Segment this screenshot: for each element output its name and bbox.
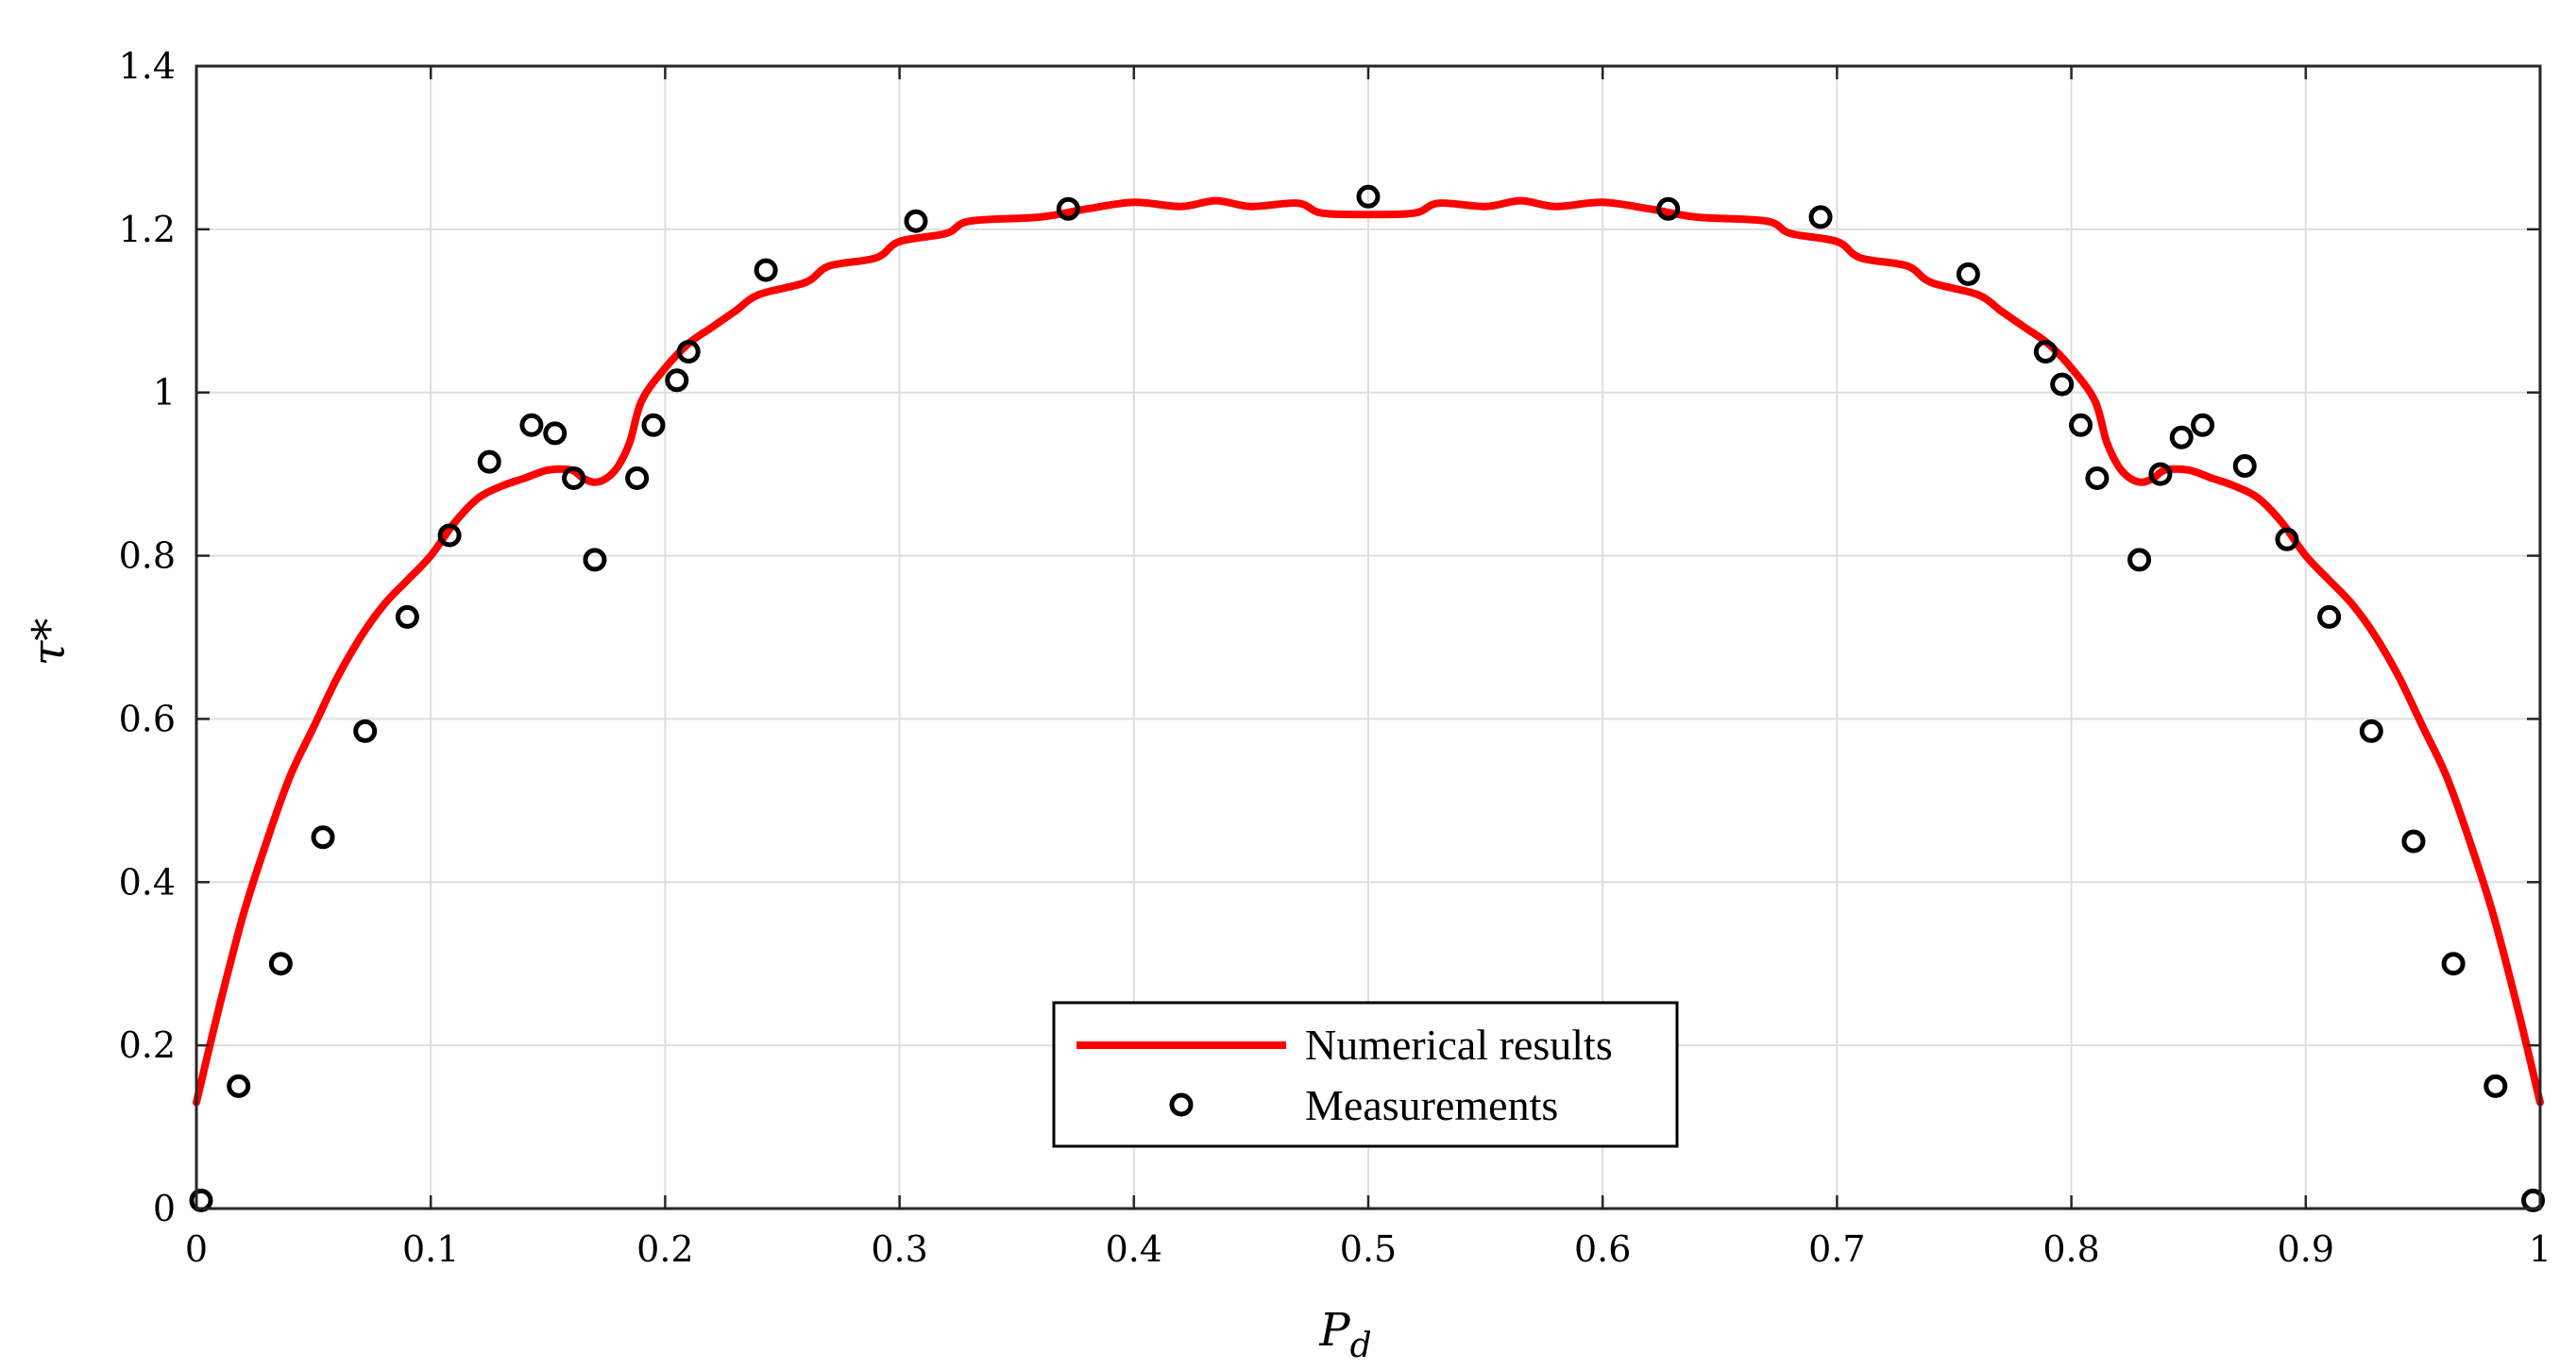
measurement-point [2232,454,2257,478]
measurement-point [1956,262,1980,286]
measurement-point [2441,952,2466,976]
y-tick-label: 1.4 [119,45,176,87]
measurement-point [1356,184,1381,209]
measurement-point [625,465,650,490]
measurement-point [477,449,501,474]
measurement-point [2169,425,2194,449]
x-tick-label: 0.9 [2278,1228,2334,1270]
x-tick-label: 0.6 [1574,1228,1631,1270]
measurement-point [583,548,607,572]
series-line-numerical-results [193,196,2544,1107]
measurement-point [676,340,701,364]
axes [195,64,2542,1210]
measurement-point [2483,1074,2508,1098]
x-tick-label: 0.5 [1340,1228,1397,1270]
y-tick-label: 1.2 [119,209,176,250]
measurement-point [1808,205,1833,229]
measurement-point [2275,527,2299,551]
measurement-point [519,413,544,437]
measurement-point [189,1188,213,1212]
measurement-point [2085,465,2110,490]
x-tick-label: 0.8 [2042,1228,2099,1270]
x-tick-label: 0.2 [636,1228,693,1270]
y-axis-label: τ* [23,618,76,667]
measurement-point [227,1074,251,1098]
measurement-point [665,368,689,393]
measurement-point [641,413,666,437]
measurement-point [268,952,293,976]
y-tick-label: 0.6 [119,698,176,739]
measurement-point [311,825,335,850]
measurement-point [2033,340,2058,364]
measurement-point [543,421,568,446]
legend: Numerical results Measurements [1052,1001,1679,1148]
measurement-point [2317,604,2342,629]
y-tick-label: 0.2 [119,1024,176,1066]
y-tick-label: 0.8 [119,535,176,577]
y-tick-label: 0.4 [119,861,176,903]
measurement-point [904,209,928,233]
svg-text:Pd: Pd [1318,1304,1371,1365]
plot-series [189,184,2546,1212]
measurement-point [562,465,586,490]
measurement-point [1056,196,1080,221]
measurement-point [2191,413,2215,437]
measurement-point [353,719,378,743]
measurement-point [395,604,419,629]
x-tick-label: 0.4 [1106,1228,1162,1270]
x-tick-label: 1 [2529,1228,2551,1270]
x-axis-label-main: P [1318,1304,1350,1357]
x-tick-label: 0.3 [871,1228,927,1270]
legend-label-measurements: Measurements [1305,1081,1558,1129]
legend-box [1052,1001,1679,1148]
x-tick-label: 0.1 [402,1228,459,1270]
tick-labels: 0 0.1 0.2 0.3 0.4 0.5 0.6 0.7 0.8 0.9 1 0 0.2 0.4 0.6 0… [119,45,2552,1270]
measurement-point [2401,829,2426,854]
x-tick-label: 0 [185,1228,208,1270]
measurement-point [2050,372,2075,397]
y-tick-label: 0 [153,1188,176,1229]
measurement-point [2359,719,2383,743]
measurement-point [2069,413,2093,437]
x-axis-label-subscript: d [1350,1327,1372,1365]
x-tick-label: 0.7 [1808,1228,1865,1270]
measurement-point [2127,548,2152,572]
measurement-point [754,258,778,282]
measurement-point [1656,196,1681,221]
plot-frame [195,64,2542,1210]
x-axis-label: Pd [1318,1304,1371,1365]
measurement-point [437,523,462,548]
measurement-point [2148,462,2173,486]
legend-marker-swatch [1169,1092,1194,1117]
legend-label-numerical: Numerical results [1305,1021,1613,1069]
y-tick-label: 1 [153,372,176,414]
